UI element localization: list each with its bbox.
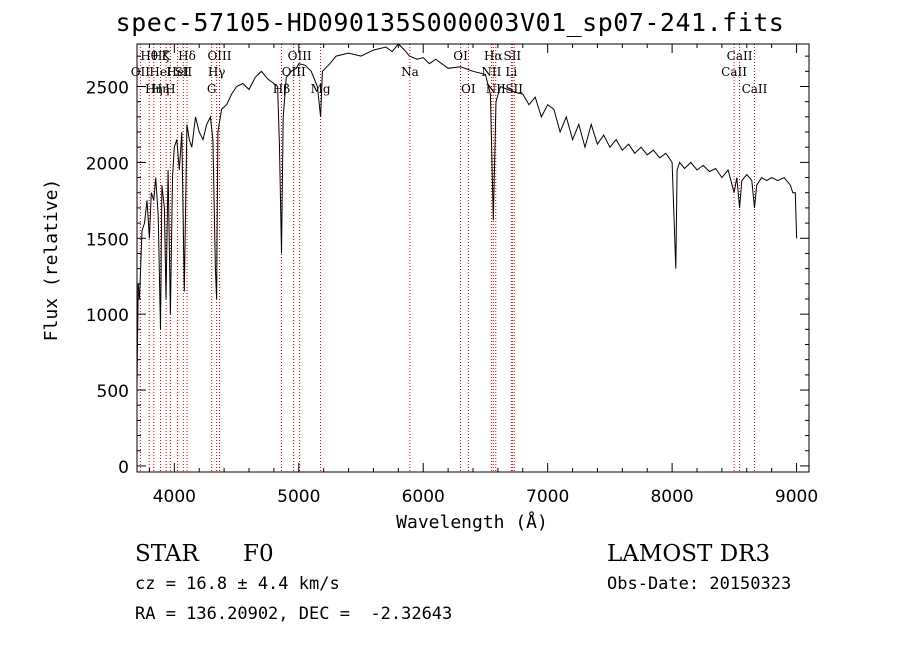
object-class: STAR: [135, 541, 199, 567]
x-tick-label: 5000: [277, 487, 320, 507]
line-label: OIII: [207, 49, 231, 63]
spectrum-line: [136, 43, 798, 391]
line-markers: [139, 44, 755, 472]
x-tick-label: 7000: [526, 487, 569, 507]
line-label: OI: [461, 82, 476, 96]
line-label: K: [162, 49, 172, 63]
line-labels: OIIHθHηHζHeIHηKHHeISIIHδGHγOIIIHβOIIIOII…: [131, 49, 768, 96]
y-tick-label: 1000: [86, 306, 129, 326]
line-label: NII: [481, 65, 501, 79]
line-label: CaII: [727, 49, 753, 63]
line-label: NII: [486, 82, 506, 96]
line-label: Hθ: [140, 49, 158, 63]
line-label: Hγ: [208, 65, 226, 79]
plot-frame: [136, 43, 810, 473]
line-label: SII: [174, 65, 192, 79]
line-label: Hζ: [152, 49, 169, 63]
line-label: Hδ: [178, 49, 196, 63]
obs-date: Obs-Date: 20150323: [607, 574, 792, 594]
line-label: SII: [505, 82, 523, 96]
x-tick-label: 9000: [775, 487, 818, 507]
y-tick-label: 2500: [86, 78, 129, 98]
line-label: OII: [131, 65, 151, 79]
x-tick-label: 6000: [402, 487, 445, 507]
redshift-info: cz = 16.8 ± 4.4 km/s: [135, 574, 340, 594]
coordinates: RA = 136.20902, DEC = -2.32643: [135, 604, 453, 624]
line-label: CaII: [721, 65, 747, 79]
object-subclass: F0: [243, 541, 274, 567]
y-tick-label: 1500: [86, 230, 129, 250]
chart-title: spec-57105-HD090135S000003V01_sp07-241.f…: [115, 8, 785, 37]
y-tick-label: 0: [118, 458, 129, 478]
line-label: HeI: [149, 65, 172, 79]
line-label: Hη: [145, 82, 163, 96]
y-tick-label: 2000: [86, 154, 129, 174]
axes: 4000 5000 6000 7000 8000 9000 0 500 1000 1500 2000…: [86, 43, 818, 507]
y-axis-label: Flux (relative): [41, 179, 62, 342]
x-tick-label: 4000: [153, 487, 196, 507]
survey-name: LAMOST DR3: [607, 541, 771, 567]
y-tick-label: 500: [97, 382, 129, 402]
line-label: Mg: [311, 82, 331, 96]
line-label: OIII: [288, 49, 312, 63]
line-label: SII: [503, 49, 521, 63]
line-label: Na: [401, 65, 419, 79]
line-label: Hη: [152, 82, 170, 96]
line-label: HeI: [166, 65, 189, 79]
line-label: OI: [453, 49, 468, 63]
line-label: OIII: [282, 65, 306, 79]
line-label: H: [165, 82, 175, 96]
line-label: G: [207, 82, 217, 96]
line-label: Li: [505, 65, 517, 79]
x-axis-label: Wavelength (Å): [396, 511, 548, 533]
line-label: Hα: [484, 49, 503, 63]
line-label: CaII: [742, 82, 768, 96]
x-tick-label: 8000: [650, 487, 693, 507]
